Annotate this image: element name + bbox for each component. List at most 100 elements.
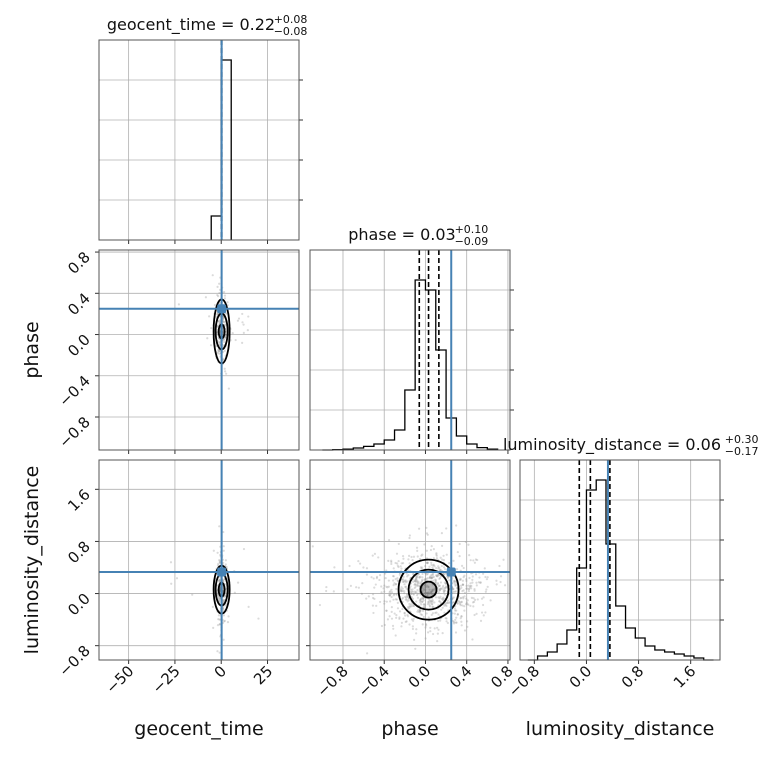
sample-point [396,607,400,610]
sample-point [426,572,429,575]
sample-point [390,595,393,599]
sample-point [436,583,440,586]
sample-point [442,591,446,594]
sample-point [431,605,434,608]
sample-point [216,331,219,334]
sample-point [396,562,399,565]
sample-point [445,527,448,530]
sample-point [455,609,458,612]
sample-point [485,578,489,581]
sample-point [401,589,404,593]
sample-point [435,557,439,560]
sample-point [438,600,441,603]
sample-point [426,562,429,565]
sample-point [465,597,468,600]
sample-point [222,614,225,617]
sample-point [223,595,227,598]
sample-point [447,576,450,579]
sample-point [428,598,431,601]
sample-point [409,591,413,594]
tick-label-x-luminosity_distance: −0.8 [505,662,543,700]
sample-point [433,588,436,591]
sample-point [424,589,427,592]
sample-point [425,549,428,552]
sample-point [212,626,215,629]
sample-point [421,623,424,626]
sample-point [426,577,429,580]
scatter-panel-phase-vs-luminosity_distance [306,460,510,664]
sample-point [247,605,250,608]
sample-point [418,608,421,611]
sample-point [426,594,429,597]
sample-point [445,617,448,620]
sample-point [241,312,244,316]
sample-point [218,561,222,564]
sample-point [459,617,462,620]
sample-point [469,582,472,585]
sample-point [443,589,446,592]
sample-point [439,587,442,590]
sample-point [402,580,405,584]
tick-label-x-phase: 0.0 [405,662,435,692]
sample-point [386,618,390,621]
sample-point [404,595,407,599]
sample-point [424,564,427,568]
sample-point [442,596,445,599]
sample-point [402,578,405,581]
hist-panel-luminosity_distance [520,460,724,664]
sample-point [467,584,470,587]
sample-point [218,579,221,582]
sample-point [394,577,397,581]
sample-point [389,590,392,593]
sample-point [412,592,415,596]
sample-point [455,621,458,624]
sample-point [454,590,457,593]
sample-point [216,551,219,554]
sample-point [422,597,425,600]
sample-point [208,315,211,318]
sample-point [484,575,487,579]
sample-point [418,609,422,613]
sample-point [412,619,415,622]
sample-point [439,587,443,590]
sample-point [430,576,433,580]
sample-point [445,604,448,608]
sample-point [225,603,228,606]
sample-point [426,561,429,564]
sample-point [431,612,435,615]
sample-point [325,589,328,593]
sample-point [210,327,213,330]
sample-point [392,579,395,582]
sample-point [403,592,406,595]
title-lower-error: −0.09 [455,235,489,248]
sample-point [435,574,438,578]
sample-point [224,324,227,327]
sample-point [412,617,415,620]
sample-point [448,579,451,582]
sample-point [373,586,376,589]
sample-point [400,590,403,593]
sample-point [430,613,433,616]
title-upper-error: +0.30 [725,433,759,446]
sample-point [465,578,468,581]
sample-point [460,624,463,627]
sample-point [226,301,229,304]
sample-point [216,325,219,328]
sample-point [465,601,468,604]
sample-point [395,583,398,586]
sample-point [463,629,467,632]
sample-point [414,579,417,582]
sample-point [222,545,225,548]
sample-point [227,387,230,390]
sample-point [398,610,402,613]
sample-point [216,285,219,288]
sample-point [406,575,409,578]
sample-point [445,620,448,623]
sample-point [429,630,432,633]
sample-point [446,599,450,602]
sample-point [406,595,409,598]
sample-point [416,574,419,577]
sample-point [421,553,424,556]
sample-point [407,554,411,557]
sample-point [217,350,221,353]
